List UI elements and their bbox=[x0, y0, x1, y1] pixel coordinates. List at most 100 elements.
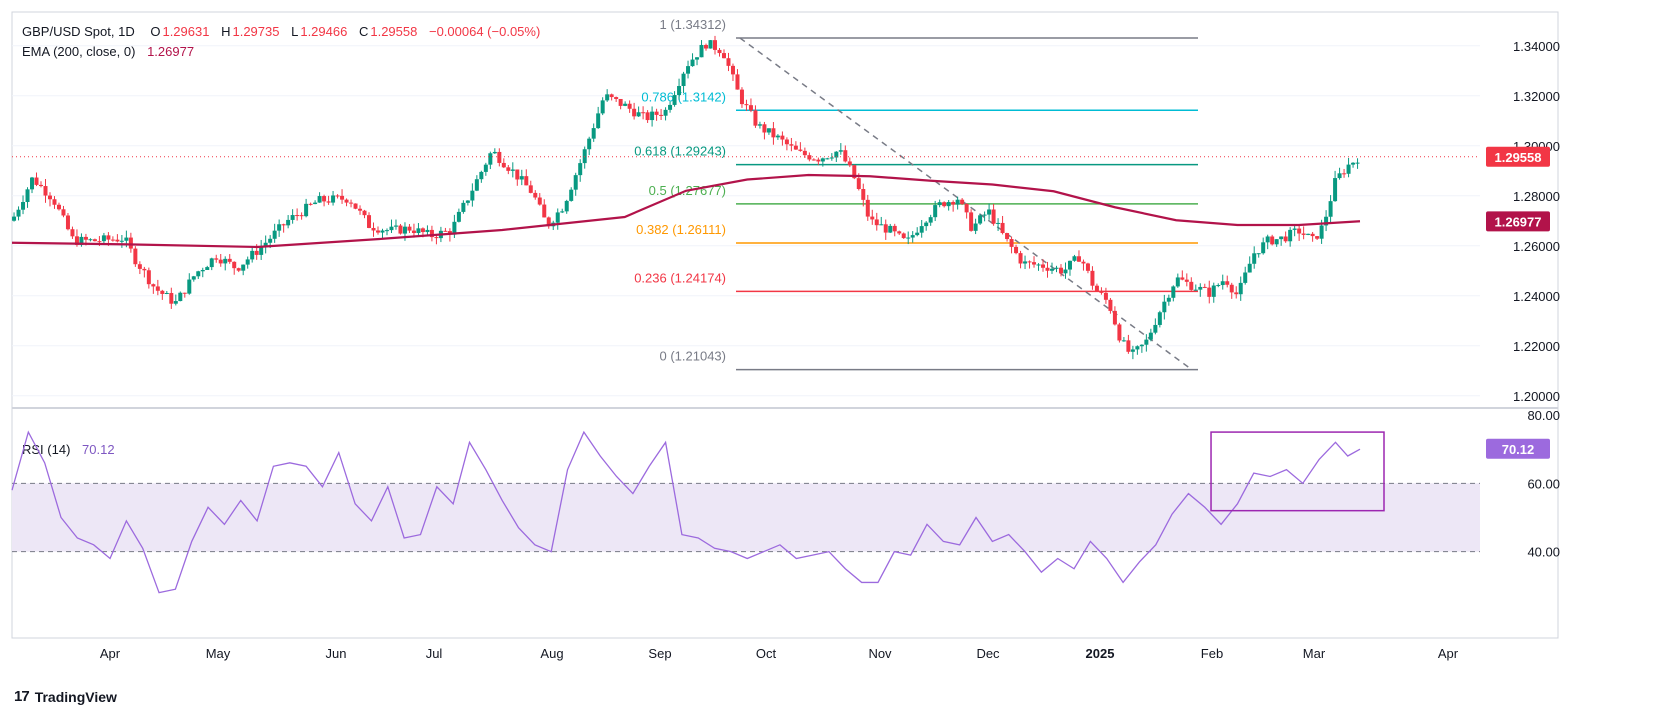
candle-body bbox=[802, 150, 807, 156]
candle-body bbox=[569, 189, 574, 201]
candle-body bbox=[1292, 228, 1297, 230]
candle-body bbox=[578, 163, 583, 176]
candle-body bbox=[856, 178, 861, 190]
candle-body bbox=[717, 49, 722, 54]
candle-body bbox=[1090, 270, 1095, 286]
candle-body bbox=[1036, 264, 1041, 266]
candle-body bbox=[654, 111, 659, 115]
low-label: L bbox=[291, 24, 299, 39]
candle-body bbox=[281, 224, 286, 226]
candle-body bbox=[1130, 349, 1135, 352]
candle-body bbox=[407, 226, 412, 231]
candle-body bbox=[268, 238, 273, 243]
candle-body bbox=[411, 230, 416, 234]
candle-body bbox=[483, 164, 488, 172]
candle-body bbox=[376, 230, 381, 233]
candle-body bbox=[1108, 299, 1113, 311]
candle-body bbox=[106, 235, 111, 240]
candle-body bbox=[43, 186, 48, 196]
candle-body bbox=[807, 155, 812, 160]
candle-body bbox=[708, 40, 713, 49]
candle-body bbox=[434, 237, 439, 239]
candle-body bbox=[924, 222, 929, 227]
ema-value: 1.26977 bbox=[147, 44, 195, 59]
time-tick-label: Feb bbox=[1201, 646, 1223, 661]
candle-body bbox=[1009, 239, 1014, 247]
candle-body bbox=[371, 227, 376, 231]
candle-body bbox=[663, 109, 668, 116]
candle-body bbox=[623, 103, 628, 106]
candle-body bbox=[488, 153, 493, 165]
candle-body bbox=[380, 230, 385, 233]
candle-body bbox=[39, 184, 44, 187]
candle-body bbox=[299, 215, 304, 217]
candle-body bbox=[677, 86, 682, 96]
candle-body bbox=[335, 195, 340, 197]
candle-body bbox=[1288, 229, 1293, 242]
candle-body bbox=[1058, 267, 1063, 274]
candle-body bbox=[52, 199, 57, 205]
fib-level-label: 0.382 (1.26111) bbox=[636, 222, 726, 237]
fib-level-label: 0.618 (1.29243) bbox=[634, 144, 726, 159]
candle-body bbox=[1328, 201, 1333, 217]
candle-body bbox=[524, 176, 529, 186]
candle-body bbox=[241, 264, 246, 271]
candle-body bbox=[1351, 162, 1356, 165]
time-tick-label: Apr bbox=[100, 646, 121, 661]
tradingview-logo[interactable]: 17 TradingView bbox=[14, 688, 117, 705]
time-tick-label: 2025 bbox=[1086, 646, 1115, 661]
candle-body bbox=[816, 159, 821, 162]
candle-body bbox=[865, 199, 870, 217]
candle-body bbox=[672, 95, 677, 105]
candle-body bbox=[263, 242, 268, 247]
candle-body bbox=[632, 108, 637, 117]
candle-body bbox=[811, 159, 816, 161]
candle-body bbox=[915, 232, 920, 236]
candle-body bbox=[214, 258, 219, 260]
candle-body bbox=[744, 104, 749, 106]
candle-body bbox=[1018, 253, 1023, 264]
candle-body bbox=[295, 215, 300, 217]
candle-body bbox=[780, 135, 785, 140]
candle-body bbox=[537, 197, 542, 205]
candle-body bbox=[425, 229, 430, 233]
candle-body bbox=[1279, 236, 1284, 240]
candle-body bbox=[416, 228, 421, 234]
candle-body bbox=[313, 202, 318, 205]
candle-body bbox=[146, 270, 151, 285]
candle-body bbox=[272, 230, 277, 239]
time-tick-label: Dec bbox=[976, 646, 1000, 661]
candle-body bbox=[713, 40, 718, 50]
candle-body bbox=[1099, 290, 1104, 293]
candle-body bbox=[883, 224, 888, 233]
candle-body bbox=[456, 211, 461, 222]
candle-body bbox=[47, 195, 52, 200]
candle-body bbox=[142, 268, 147, 271]
rsi-band bbox=[12, 483, 1480, 552]
candle-body bbox=[344, 199, 349, 203]
candle-body bbox=[681, 73, 686, 87]
candle-body bbox=[1032, 262, 1037, 265]
candle-body bbox=[1310, 233, 1315, 237]
candle-body bbox=[474, 179, 479, 191]
candle-body bbox=[843, 150, 848, 162]
rsi-value-label-text: 70.12 bbox=[1502, 442, 1535, 457]
candle-body bbox=[1005, 233, 1010, 240]
candle-body bbox=[393, 225, 398, 227]
candle-body bbox=[542, 204, 547, 218]
ema-price-label: 1.26977 bbox=[1486, 211, 1550, 232]
candle-body bbox=[789, 144, 794, 146]
candle-body bbox=[1135, 346, 1140, 350]
candle-body bbox=[1041, 264, 1046, 268]
candle-body bbox=[1274, 239, 1279, 245]
candle-body bbox=[969, 212, 974, 231]
candle-body bbox=[1027, 261, 1032, 263]
candle-body bbox=[429, 229, 434, 238]
candle-body bbox=[955, 199, 960, 205]
candle-body bbox=[223, 258, 228, 264]
candle-body bbox=[286, 219, 291, 226]
candle-body bbox=[1050, 268, 1055, 271]
candle-body bbox=[951, 202, 956, 205]
candle-body bbox=[982, 214, 987, 216]
